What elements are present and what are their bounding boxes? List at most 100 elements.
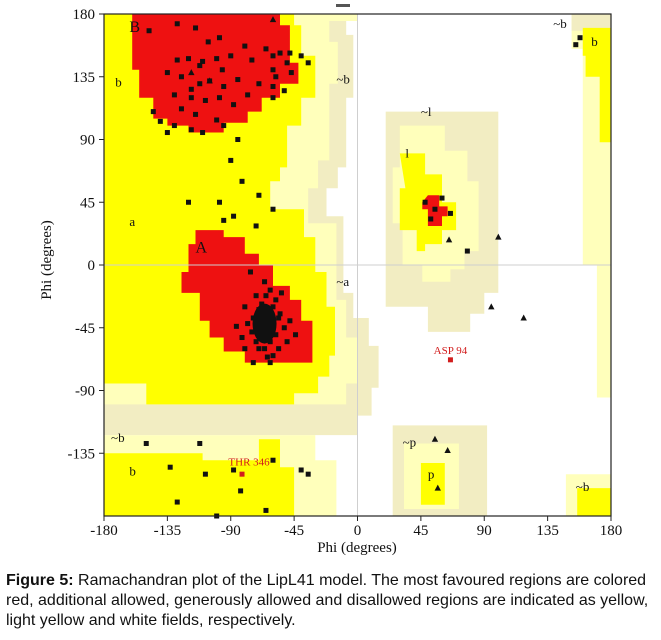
data-point-square [428, 216, 434, 222]
data-point-square [219, 67, 225, 73]
data-point-square [146, 28, 152, 34]
data-point-triangle [206, 77, 213, 84]
data-point-square [253, 293, 259, 299]
data-point-square [178, 106, 184, 112]
data-point-square [305, 471, 311, 477]
data-point-square [171, 123, 177, 129]
data-point-square [239, 335, 245, 341]
data-point-square [263, 293, 269, 299]
data-point-square [262, 346, 268, 352]
x-tick-label: 90 [477, 523, 492, 539]
data-point-square [263, 507, 269, 513]
allowed-bottom-right [577, 488, 611, 516]
data-point-square [259, 301, 265, 307]
data-point-square [262, 279, 268, 285]
region-label: ~l [421, 104, 432, 119]
residue-annotations: ASP 94 THR 346 [228, 345, 467, 469]
data-point-square [164, 130, 170, 136]
allowed-bottom-left [104, 439, 295, 516]
y-tick-label: -90 [75, 384, 95, 400]
data-point-square [221, 84, 227, 90]
allowed-p [420, 463, 445, 505]
data-point-square [256, 192, 262, 198]
data-point-square [270, 304, 276, 310]
data-point-square [157, 118, 163, 124]
data-point-square [221, 217, 227, 223]
data-point-triangle [488, 303, 495, 310]
data-point-square [228, 157, 234, 163]
data-point-square [305, 60, 311, 66]
data-point-square [188, 86, 194, 92]
data-point-square [197, 81, 203, 87]
data-point-square [235, 137, 241, 142]
data-point-square [167, 464, 173, 470]
y-tick-label: -135 [68, 446, 96, 462]
data-point-square [273, 74, 279, 80]
data-point-square [178, 74, 184, 80]
region-label: ~b [111, 430, 125, 445]
data-point-square [245, 321, 251, 327]
data-point-square [193, 25, 199, 31]
region-label: ~b [336, 72, 350, 87]
data-point-square [216, 199, 222, 205]
data-point-square [233, 323, 239, 329]
y-tick-label: 0 [88, 258, 96, 274]
data-point-square [267, 339, 273, 345]
x-tick-label: 45 [413, 523, 428, 539]
data-point-square [298, 467, 304, 473]
data-point-square [287, 50, 293, 56]
data-point-square [270, 53, 276, 59]
x-tick-label: -180 [90, 523, 118, 539]
data-point-triangle [444, 446, 451, 453]
region-label: p [428, 466, 435, 481]
data-point-square [200, 58, 206, 64]
zero-gridlines [104, 14, 611, 516]
data-point-square [264, 354, 270, 360]
data-point-square [256, 346, 262, 352]
data-point-square [186, 199, 191, 205]
y-axis-label: Phi (degrees) [39, 220, 55, 300]
data-point-square [174, 21, 180, 27]
region-labels: Bb a A ~b ~l l ~a ~b b ~b b ~p p ~b [111, 16, 598, 494]
region-label: b [115, 75, 122, 90]
data-point-square [270, 67, 276, 73]
data-point-square [464, 248, 470, 254]
data-point-square [263, 46, 269, 52]
generously-allowed-top [308, 14, 358, 21]
plot-area: Bb a A ~b ~l l ~a ~b b ~b b ~p p ~b ASP 94 THR 346 [103, 4, 612, 519]
residue-annotation: THR 346 [228, 456, 270, 468]
data-point-square [249, 329, 255, 335]
data-point-square [202, 471, 208, 477]
x-tick-label: -45 [284, 523, 304, 539]
data-point-square [281, 88, 287, 94]
data-point-square [205, 39, 211, 45]
top-edge-mark [336, 4, 350, 7]
caption-text: Ramachandran plot of the LipL41 model. T… [6, 572, 649, 629]
region-label: b [129, 464, 136, 479]
data-point-square [288, 70, 294, 76]
data-point-square [242, 304, 248, 310]
data-point-square [200, 130, 206, 136]
region-label: b [591, 34, 598, 49]
data-point-square [214, 117, 220, 123]
caption-label: Figure 5: [6, 572, 74, 589]
data-point-square [150, 109, 156, 115]
data-point-square [573, 42, 579, 48]
data-point-square [276, 315, 282, 321]
data-point-square [298, 53, 304, 59]
data-point-square [253, 339, 259, 345]
data-point-square [270, 457, 276, 463]
region-label: B [129, 19, 140, 36]
data-point-square [231, 213, 237, 219]
x-tick-label: -90 [221, 523, 241, 539]
data-point-square [267, 287, 273, 293]
figure-caption: Figure 5: Ramachandran plot of the LipL4… [6, 571, 656, 631]
data-point-square [276, 346, 282, 352]
data-point-square [202, 97, 208, 103]
data-point-square [188, 127, 194, 133]
data-point-square [249, 57, 255, 63]
region-layer [104, 14, 611, 516]
y-axis-ticks: 180 135 90 45 0 -45 -90 -135 [68, 7, 104, 462]
data-point-square [250, 360, 256, 366]
data-point-square [281, 325, 287, 331]
